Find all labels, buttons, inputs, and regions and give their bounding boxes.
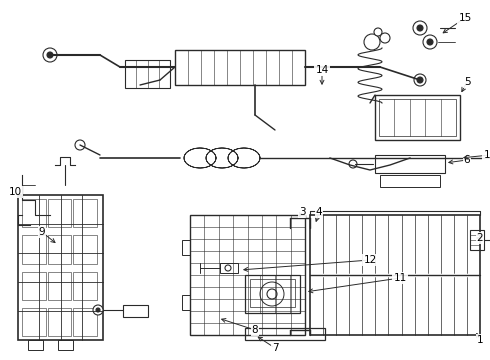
- Text: 12: 12: [364, 255, 377, 265]
- Bar: [22, 271, 46, 300]
- Text: 9: 9: [39, 227, 45, 237]
- Bar: [220, 263, 238, 273]
- Bar: [18, 195, 103, 340]
- Text: 3: 3: [299, 207, 305, 217]
- Circle shape: [364, 34, 380, 50]
- Text: 2: 2: [477, 233, 483, 243]
- Text: 13: 13: [483, 150, 490, 160]
- Circle shape: [417, 25, 423, 31]
- Bar: [310, 215, 480, 335]
- Text: 14: 14: [316, 65, 329, 75]
- Circle shape: [427, 39, 433, 45]
- Circle shape: [413, 21, 427, 35]
- Circle shape: [96, 308, 100, 312]
- Text: 4: 4: [316, 207, 322, 217]
- Bar: [22, 235, 46, 264]
- Circle shape: [414, 74, 426, 86]
- Circle shape: [43, 48, 57, 62]
- Circle shape: [225, 265, 231, 271]
- Circle shape: [374, 28, 382, 36]
- Bar: [48, 199, 72, 227]
- Bar: [379, 99, 456, 136]
- Bar: [74, 235, 97, 264]
- Text: 6: 6: [464, 155, 470, 165]
- Bar: [74, 271, 97, 300]
- Bar: [250, 279, 295, 307]
- Text: 1: 1: [477, 335, 483, 345]
- Bar: [470, 230, 484, 250]
- Text: 8: 8: [252, 325, 258, 335]
- Bar: [182, 295, 190, 310]
- Bar: [58, 340, 73, 350]
- Bar: [190, 215, 305, 335]
- Bar: [74, 199, 97, 227]
- Bar: [123, 305, 148, 317]
- Bar: [22, 199, 46, 227]
- Bar: [48, 271, 72, 300]
- Text: 7: 7: [271, 343, 278, 353]
- Bar: [375, 95, 460, 140]
- Bar: [48, 235, 72, 264]
- Circle shape: [93, 305, 103, 315]
- Text: 10: 10: [8, 187, 22, 197]
- Circle shape: [417, 77, 423, 83]
- Bar: [175, 50, 305, 85]
- Bar: [182, 240, 190, 255]
- Circle shape: [380, 33, 390, 43]
- Circle shape: [260, 282, 284, 306]
- Bar: [245, 328, 325, 340]
- Text: 15: 15: [458, 13, 472, 23]
- Text: 11: 11: [393, 273, 407, 283]
- Circle shape: [47, 52, 53, 58]
- Bar: [375, 155, 445, 173]
- Bar: [125, 60, 170, 88]
- Bar: [22, 308, 46, 336]
- Text: 5: 5: [464, 77, 470, 87]
- Bar: [48, 308, 72, 336]
- Bar: [74, 308, 97, 336]
- Bar: [245, 275, 300, 313]
- Circle shape: [349, 160, 357, 168]
- Circle shape: [423, 35, 437, 49]
- Circle shape: [75, 140, 85, 150]
- Bar: [28, 340, 43, 350]
- Bar: [380, 175, 440, 187]
